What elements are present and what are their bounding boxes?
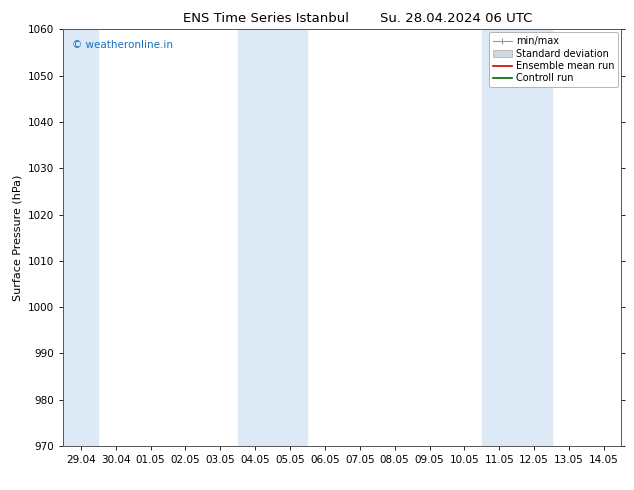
Y-axis label: Surface Pressure (hPa): Surface Pressure (hPa) (13, 174, 23, 301)
Legend: min/max, Standard deviation, Ensemble mean run, Controll run: min/max, Standard deviation, Ensemble me… (489, 32, 618, 87)
Text: ENS Time Series Istanbul: ENS Time Series Istanbul (183, 12, 349, 25)
Text: © weatheronline.in: © weatheronline.in (72, 40, 173, 50)
Text: Su. 28.04.2024 06 UTC: Su. 28.04.2024 06 UTC (380, 12, 533, 25)
Bar (238, 29, 307, 446)
Bar (482, 29, 552, 446)
Bar (63, 29, 98, 446)
